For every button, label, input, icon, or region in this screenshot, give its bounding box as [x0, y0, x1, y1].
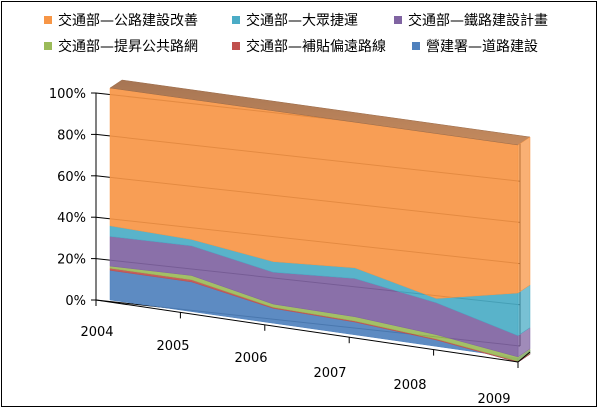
- series-side-face-5: [517, 136, 531, 294]
- series-layer: [109, 87, 519, 363]
- y-axis: 0% 20% 40% 60% 80% 100%: [49, 87, 86, 309]
- legend-label-remote-route-subsidy: 交通部—補貼偏遠路線: [246, 39, 386, 55]
- top-face-layer: [109, 79, 531, 363]
- x-tick-label-2009: 2009: [477, 392, 510, 407]
- y-tick-label-20pct: 20%: [57, 253, 86, 268]
- legend-swatch-public-road-network: [44, 42, 52, 50]
- legend-swatch-mass-rapid-transit: [232, 16, 240, 24]
- x-axis-line: [95, 299, 519, 363]
- legend-item-road-improvement: 交通部—公路建設改善: [44, 10, 198, 32]
- x-tick-label-2004: 2004: [80, 325, 113, 340]
- legend-item-remote-route-subsidy: 交通部—補貼偏遠路線: [232, 36, 386, 58]
- legend-item-road-construction: 營建署—道路建設: [412, 36, 538, 58]
- y-tick-label-100pct: 100%: [49, 87, 86, 102]
- legend-label-road-improvement: 交通部—公路建設改善: [58, 13, 198, 29]
- legend-swatch-remote-route-subsidy: [232, 42, 240, 50]
- x-tick-label-2005: 2005: [156, 339, 189, 354]
- legend-label-road-construction: 營建署—道路建設: [426, 39, 538, 55]
- y-tick-label-0pct: 0%: [65, 294, 86, 309]
- legend-swatch-road-improvement: [44, 16, 52, 24]
- x-axis-depth-edge: [517, 351, 531, 363]
- y-tick-label-60pct: 60%: [57, 170, 86, 185]
- y-tick-label-80pct: 80%: [57, 128, 86, 143]
- y-tick-label-40pct: 40%: [57, 211, 86, 226]
- legend-swatch-road-construction: [412, 42, 420, 50]
- x-axis: 2004 2005 2006 2007 2008 2009: [80, 299, 531, 407]
- legend-item-railway-construction: 交通部—鐵路建設計畫: [394, 10, 548, 32]
- series-side-face-4: [517, 284, 531, 337]
- legend-item-mass-rapid-transit: 交通部—大眾捷運: [232, 10, 358, 32]
- legend: 交通部—公路建設改善 交通部—大眾捷運 交通部—鐵路建設計畫 交通部—提昇公共路…: [0, 0, 600, 70]
- legend-swatch-railway-construction: [394, 16, 402, 24]
- x-tick-label-2007: 2007: [313, 366, 346, 381]
- legend-label-railway-construction: 交通部—鐵路建設計畫: [408, 13, 548, 29]
- x-tick-label-2006: 2006: [234, 351, 267, 366]
- legend-item-public-road-network: 交通部—提昇公共路網: [44, 36, 198, 58]
- legend-label-mass-rapid-transit: 交通部—大眾捷運: [246, 13, 358, 29]
- legend-label-public-road-network: 交通部—提昇公共路網: [58, 39, 198, 55]
- x-tick-label-2008: 2008: [393, 378, 426, 393]
